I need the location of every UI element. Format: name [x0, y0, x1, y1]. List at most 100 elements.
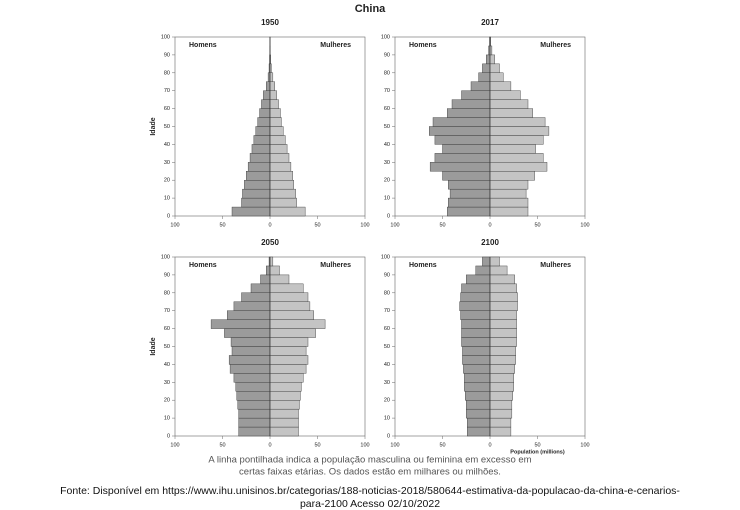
bar: [235, 382, 271, 392]
bar: [269, 171, 293, 181]
bar: [466, 408, 491, 419]
chart-title: 2050: [261, 238, 279, 247]
bar: [269, 346, 307, 356]
bar: [489, 206, 529, 217]
y-tick-label: 10: [164, 416, 170, 422]
bar: [266, 81, 271, 91]
bar: [269, 188, 296, 199]
bar: [489, 337, 517, 347]
bar: [269, 426, 299, 437]
bar: [230, 337, 271, 347]
y-tick-label: 80: [164, 70, 170, 76]
chart-title: 2100: [481, 238, 499, 247]
bar: [461, 283, 491, 294]
bar: [467, 417, 491, 428]
x-tick-label: 100: [580, 222, 589, 228]
bar: [461, 337, 491, 347]
bar: [247, 162, 271, 172]
bar: [429, 162, 491, 172]
bar: [489, 417, 512, 428]
y-tick-label: 60: [164, 106, 170, 112]
y-tick-label: 20: [384, 178, 390, 184]
y-tick-label: 80: [384, 290, 390, 296]
x-tick-label: 100: [390, 222, 399, 228]
bar: [489, 54, 495, 65]
x-tick-label: 100: [360, 222, 369, 228]
y-tick-label: 10: [384, 416, 390, 422]
bar: [489, 283, 517, 294]
bar: [465, 391, 491, 401]
bar: [269, 301, 311, 311]
y-axis-label: Idade: [150, 337, 157, 355]
x-tick-label: 100: [360, 442, 369, 448]
bar: [238, 408, 271, 419]
x-tick-label: 0: [488, 442, 491, 448]
bar: [269, 265, 280, 276]
bar: [464, 382, 491, 392]
bar: [269, 417, 299, 428]
x-tick-label: 50: [219, 222, 225, 228]
y-tick-label: 0: [387, 433, 390, 439]
bar: [269, 400, 300, 410]
bar: [489, 400, 513, 410]
page-title: China: [355, 3, 386, 15]
y-tick-label: 80: [164, 290, 170, 296]
bar: [269, 126, 284, 136]
bar: [269, 72, 274, 82]
x-tick-label: 0: [268, 442, 271, 448]
bar: [269, 274, 290, 285]
bar: [463, 364, 491, 374]
x-tick-label: 50: [314, 442, 320, 448]
bar: [269, 99, 279, 109]
y-tick-label: 30: [164, 160, 170, 166]
bar: [434, 135, 491, 145]
bar: [257, 117, 271, 127]
bar: [489, 256, 500, 267]
bar: [489, 162, 548, 172]
bar: [470, 81, 491, 91]
bar: [251, 144, 271, 154]
bar: [261, 99, 271, 109]
bar: [475, 265, 491, 276]
y-tick-label: 20: [164, 178, 170, 184]
bar: [231, 206, 271, 217]
bar: [269, 117, 282, 127]
x-tick-label: 100: [580, 442, 589, 448]
y-tick-label: 60: [164, 326, 170, 332]
x-tick-label: 100: [170, 442, 179, 448]
y-axis-label: Idade: [150, 117, 157, 135]
caption: certas faixas etárias. Os dados estão em…: [239, 467, 501, 478]
x-tick-label: 50: [219, 442, 225, 448]
bar: [233, 373, 271, 383]
bar: [489, 117, 546, 127]
bar: [269, 408, 299, 419]
bar: [489, 426, 512, 437]
bar: [482, 63, 491, 73]
bar: [231, 346, 271, 356]
bar: [269, 206, 306, 217]
x-tick-label: 50: [534, 442, 540, 448]
bar: [489, 72, 504, 82]
bar: [238, 417, 271, 428]
bar: [269, 81, 275, 91]
y-tick-label: 90: [384, 52, 390, 58]
bar: [210, 319, 271, 329]
y-tick-label: 20: [164, 398, 170, 404]
y-tick-label: 50: [384, 344, 390, 350]
bar: [269, 337, 309, 347]
annotation: Homens: [409, 42, 437, 49]
bar: [482, 256, 491, 267]
x-tick-label: 0: [268, 222, 271, 228]
bar: [269, 179, 294, 190]
bar: [269, 90, 277, 100]
bar: [236, 391, 271, 401]
bar: [489, 292, 518, 302]
bar: [449, 188, 491, 199]
bar: [486, 54, 491, 65]
bar: [489, 90, 521, 100]
x-tick-label: 50: [534, 222, 540, 228]
bar: [434, 153, 491, 163]
bar: [269, 382, 302, 392]
y-tick-label: 70: [164, 88, 170, 94]
bar: [238, 426, 271, 437]
